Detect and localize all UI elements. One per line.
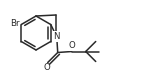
Text: Br: Br: [10, 19, 19, 28]
Text: O: O: [43, 63, 50, 72]
Text: O: O: [68, 41, 75, 50]
Text: N: N: [53, 32, 60, 41]
